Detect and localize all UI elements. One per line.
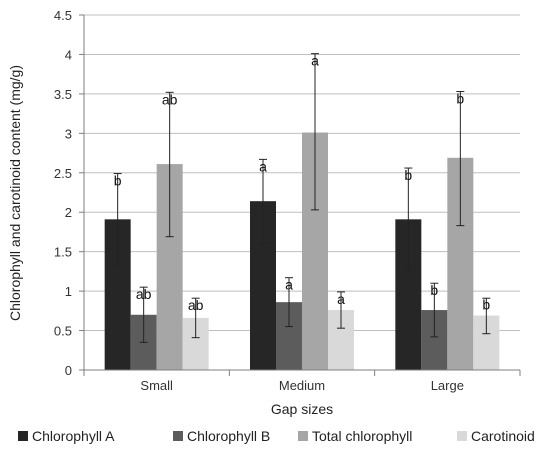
legend-swatch-1 bbox=[173, 431, 183, 441]
x-tick-label-large: Large bbox=[431, 378, 464, 393]
x-axis-title: Gap sizes bbox=[271, 401, 333, 417]
y-tick-label-1: 0.5 bbox=[54, 324, 72, 339]
sig-letter-small-2: ab bbox=[162, 91, 178, 107]
sig-letter-large-3: b bbox=[482, 297, 490, 313]
sig-letter-small-0: b bbox=[114, 173, 122, 189]
y-tick-label-5: 2.5 bbox=[54, 166, 72, 181]
y-tick-label-6: 3 bbox=[65, 126, 72, 141]
legend-swatch-2 bbox=[298, 431, 308, 441]
sig-letter-large-2: b bbox=[456, 91, 464, 107]
x-tick-label-small: Small bbox=[140, 378, 173, 393]
sig-letter-medium-3: a bbox=[337, 291, 345, 307]
sig-letter-small-3: ab bbox=[188, 297, 204, 313]
sig-letter-large-1: b bbox=[430, 282, 438, 298]
sig-letter-large-0: b bbox=[404, 167, 412, 183]
sig-letter-small-1: ab bbox=[136, 286, 152, 302]
x-tick-label-medium: Medium bbox=[279, 378, 325, 393]
sig-letter-medium-1: a bbox=[285, 277, 293, 293]
y-tick-label-9: 4.5 bbox=[54, 8, 72, 23]
axes: 0 0.5 1 1.5 2 2.5 3 3.5 4 4.5 Small Medium Large bbox=[54, 8, 521, 393]
y-tick-label-3: 1.5 bbox=[54, 245, 72, 260]
legend-swatch-0 bbox=[18, 431, 28, 441]
y-tick-label-7: 3.5 bbox=[54, 87, 72, 102]
bars bbox=[104, 132, 500, 370]
y-axis-title: Chlorophyll and carotinoid content (mg/g… bbox=[7, 65, 23, 321]
y-tick-label-8: 4 bbox=[65, 47, 72, 62]
legend-swatch-3 bbox=[457, 431, 467, 441]
y-tick-label-4: 2 bbox=[65, 205, 72, 220]
legend-label-3: Carotinoid bbox=[471, 428, 535, 444]
error-bars bbox=[113, 53, 491, 343]
legend: Chlorophyll A Chlorophyll B Total chloroph… bbox=[18, 428, 535, 444]
legend-label-1: Chlorophyll B bbox=[187, 428, 270, 444]
sig-letter-medium-0: a bbox=[259, 158, 267, 174]
legend-label-0: Chlorophyll A bbox=[32, 428, 115, 444]
sig-letter-medium-2: a bbox=[311, 53, 319, 69]
y-tick-label-0: 0 bbox=[65, 363, 72, 378]
legend-label-2: Total chlorophyll bbox=[312, 428, 412, 444]
y-tick-label-2: 1 bbox=[65, 284, 72, 299]
